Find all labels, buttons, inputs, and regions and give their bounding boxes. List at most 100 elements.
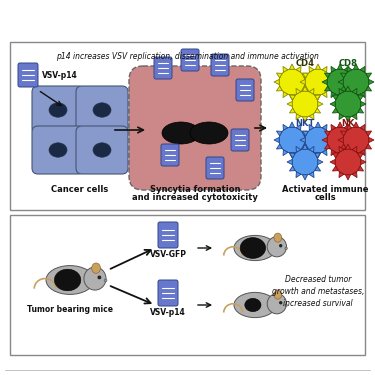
Polygon shape [352, 114, 357, 120]
Polygon shape [360, 92, 365, 98]
Polygon shape [296, 92, 301, 98]
Circle shape [285, 304, 287, 307]
Polygon shape [302, 86, 307, 91]
Polygon shape [358, 153, 364, 158]
Polygon shape [332, 166, 338, 171]
Ellipse shape [267, 294, 286, 314]
FancyBboxPatch shape [236, 79, 254, 101]
Text: cells: cells [314, 193, 336, 202]
Polygon shape [340, 131, 346, 136]
Ellipse shape [93, 143, 111, 157]
Polygon shape [302, 175, 307, 180]
Polygon shape [300, 137, 305, 142]
FancyBboxPatch shape [231, 129, 249, 151]
Polygon shape [302, 144, 308, 149]
Text: growth and metastases,: growth and metastases, [272, 288, 364, 297]
Polygon shape [296, 150, 301, 156]
Polygon shape [276, 144, 282, 149]
Polygon shape [331, 92, 336, 98]
Polygon shape [315, 122, 321, 127]
Polygon shape [302, 144, 307, 149]
Polygon shape [276, 86, 282, 91]
Polygon shape [338, 122, 343, 127]
Polygon shape [309, 66, 314, 72]
Ellipse shape [92, 263, 100, 273]
Ellipse shape [240, 238, 266, 258]
Polygon shape [302, 86, 307, 91]
Polygon shape [315, 166, 321, 171]
Polygon shape [315, 108, 321, 113]
Polygon shape [328, 73, 334, 78]
Polygon shape [358, 108, 364, 113]
Polygon shape [318, 101, 323, 106]
Ellipse shape [245, 298, 261, 312]
Text: VSV-p14: VSV-p14 [42, 70, 78, 80]
Polygon shape [309, 172, 314, 178]
Ellipse shape [162, 122, 200, 144]
Polygon shape [274, 137, 279, 142]
Circle shape [279, 244, 282, 248]
Circle shape [104, 279, 107, 282]
Text: NK: NK [341, 119, 355, 128]
Ellipse shape [343, 127, 369, 153]
Polygon shape [302, 131, 308, 136]
Polygon shape [331, 150, 336, 156]
Ellipse shape [335, 91, 361, 117]
Polygon shape [353, 95, 358, 100]
Ellipse shape [305, 69, 331, 95]
Ellipse shape [305, 127, 331, 153]
Polygon shape [309, 92, 314, 98]
Polygon shape [350, 144, 355, 149]
Ellipse shape [327, 127, 353, 153]
Polygon shape [366, 86, 372, 91]
Polygon shape [290, 108, 295, 113]
Polygon shape [340, 144, 346, 149]
Polygon shape [305, 80, 310, 85]
Ellipse shape [327, 69, 353, 95]
Polygon shape [324, 73, 330, 78]
Polygon shape [309, 88, 314, 94]
Polygon shape [340, 73, 346, 78]
Polygon shape [331, 66, 336, 72]
Polygon shape [360, 124, 365, 130]
Polygon shape [344, 124, 349, 130]
FancyBboxPatch shape [129, 66, 261, 190]
Polygon shape [330, 159, 335, 165]
Polygon shape [350, 73, 355, 78]
Ellipse shape [84, 267, 106, 290]
Polygon shape [358, 95, 364, 100]
Polygon shape [331, 80, 336, 85]
FancyBboxPatch shape [32, 86, 84, 134]
Polygon shape [350, 131, 355, 136]
FancyBboxPatch shape [76, 126, 128, 174]
Polygon shape [309, 150, 314, 156]
Polygon shape [309, 124, 314, 130]
Polygon shape [296, 146, 301, 152]
Text: Tumor bearing mice: Tumor bearing mice [27, 305, 113, 314]
Polygon shape [315, 64, 321, 69]
Polygon shape [338, 95, 343, 100]
Polygon shape [338, 153, 343, 158]
Ellipse shape [267, 237, 286, 257]
Polygon shape [339, 114, 344, 120]
Polygon shape [296, 124, 301, 130]
FancyBboxPatch shape [32, 126, 84, 174]
Polygon shape [315, 153, 321, 158]
Polygon shape [332, 108, 338, 113]
Polygon shape [283, 66, 288, 72]
FancyBboxPatch shape [206, 157, 224, 179]
Polygon shape [366, 144, 372, 149]
Polygon shape [315, 153, 321, 158]
Text: VSV-p14: VSV-p14 [150, 308, 186, 317]
Ellipse shape [335, 149, 361, 175]
Ellipse shape [274, 233, 282, 242]
Ellipse shape [190, 122, 228, 144]
Polygon shape [345, 144, 351, 149]
Polygon shape [358, 166, 364, 171]
Ellipse shape [279, 69, 305, 95]
Ellipse shape [93, 103, 111, 117]
Polygon shape [328, 144, 334, 149]
Text: Decreased tumor: Decreased tumor [285, 276, 351, 285]
Polygon shape [283, 124, 288, 130]
Circle shape [285, 247, 287, 250]
